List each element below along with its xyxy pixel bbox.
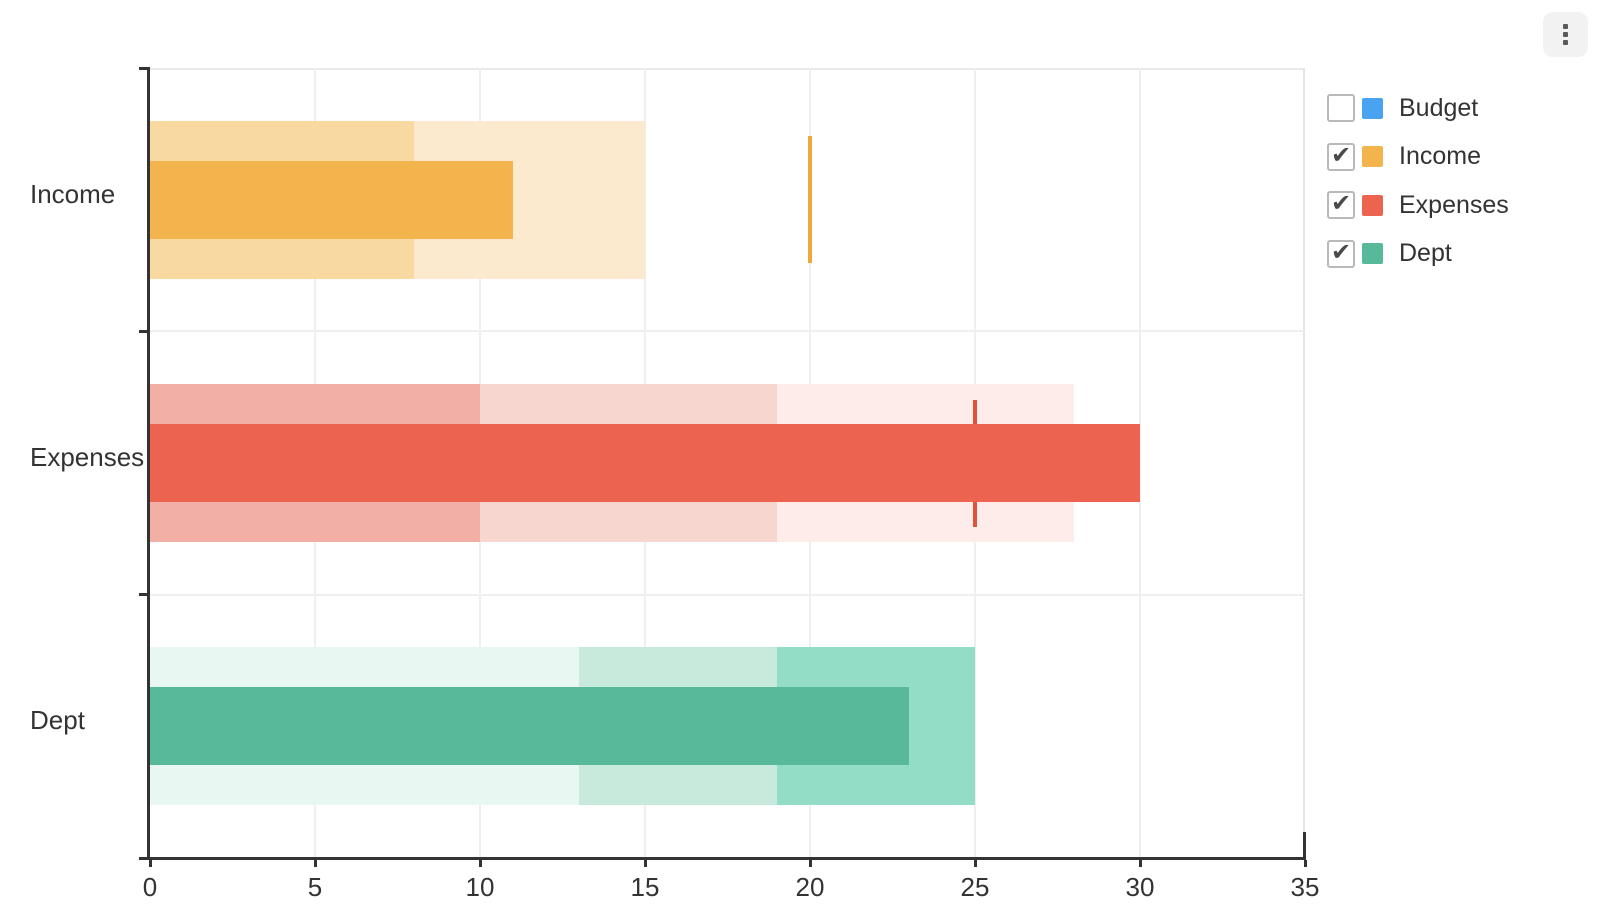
- x-axis-tick: [643, 860, 647, 867]
- x-axis-tick: [808, 860, 812, 867]
- legend-color-swatch: [1362, 146, 1383, 168]
- legend-item-label: Dept: [1399, 239, 1452, 268]
- legend-color-swatch: [1362, 194, 1383, 216]
- kebab-menu-icon: [1563, 24, 1568, 45]
- y-axis-tick: [139, 329, 150, 333]
- x-axis-tick: [478, 860, 482, 867]
- y-axis-line: [147, 66, 150, 860]
- bullet-target-tick: [808, 136, 812, 264]
- y-axis-category-label: Dept: [30, 705, 85, 736]
- bullet-measure-bar[interactable]: [150, 687, 909, 766]
- gridline-horizontal: [150, 330, 1305, 333]
- y-axis-tick: [139, 66, 150, 70]
- y-axis-category-label: Expenses: [30, 442, 145, 472]
- x-axis-line: [139, 857, 1306, 860]
- menu-dot: [1563, 32, 1568, 37]
- bullet-measure-bar[interactable]: [150, 424, 1140, 502]
- checkmark-icon: ✔: [1330, 238, 1352, 266]
- menu-dot: [1563, 40, 1568, 45]
- legend-color-swatch: [1362, 97, 1383, 119]
- x-axis-tick: [313, 860, 317, 867]
- x-axis-tick-label: 15: [630, 872, 660, 902]
- y-axis-category-label: Income: [30, 178, 116, 209]
- x-axis-tick-label: 25: [960, 872, 990, 902]
- x-axis-tick-label: 0: [142, 872, 158, 902]
- checkmark-icon: ✔: [1330, 190, 1352, 218]
- legend-item-label: Budget: [1399, 93, 1479, 122]
- legend-checkbox[interactable]: ✔: [1327, 238, 1355, 268]
- menu-dot: [1563, 24, 1568, 29]
- x-axis-tick: [148, 860, 152, 867]
- legend-item-dept[interactable]: ✔ Dept: [1327, 238, 1452, 268]
- y-axis-tick: [139, 593, 150, 597]
- legend-checkbox[interactable]: ✔: [1327, 190, 1355, 220]
- gridline-horizontal: [150, 593, 1305, 596]
- x-axis-tick: [1303, 860, 1307, 867]
- bullet-measure-bar[interactable]: [150, 160, 513, 239]
- legend-checkbox[interactable]: [1327, 94, 1355, 122]
- plot-area: [150, 68, 1305, 858]
- checkmark-icon: ✔: [1330, 141, 1352, 169]
- chart-menu-button[interactable]: [1543, 12, 1588, 57]
- x-axis-tick-label: 10: [465, 872, 495, 902]
- legend-item-budget[interactable]: Budget: [1327, 94, 1478, 122]
- x-axis-tick: [1138, 860, 1142, 867]
- legend-item-expenses[interactable]: ✔ Expenses: [1327, 190, 1509, 220]
- gridline-vertical: [1139, 68, 1141, 858]
- legend-item-label: Income: [1399, 142, 1481, 171]
- x-axis-tick-label: 30: [1125, 872, 1155, 902]
- x-axis-tick: [973, 860, 977, 867]
- legend-item-label: Expenses: [1399, 190, 1509, 219]
- legend-item-income[interactable]: ✔ Income: [1327, 141, 1481, 171]
- x-axis-tick-label: 20: [795, 872, 825, 902]
- x-axis-end-tick: [1303, 832, 1306, 857]
- x-axis-tick-label: 5: [307, 872, 323, 902]
- legend-color-swatch: [1362, 243, 1383, 265]
- legend-checkbox[interactable]: ✔: [1327, 141, 1355, 171]
- x-axis-tick-label: 35: [1290, 872, 1320, 902]
